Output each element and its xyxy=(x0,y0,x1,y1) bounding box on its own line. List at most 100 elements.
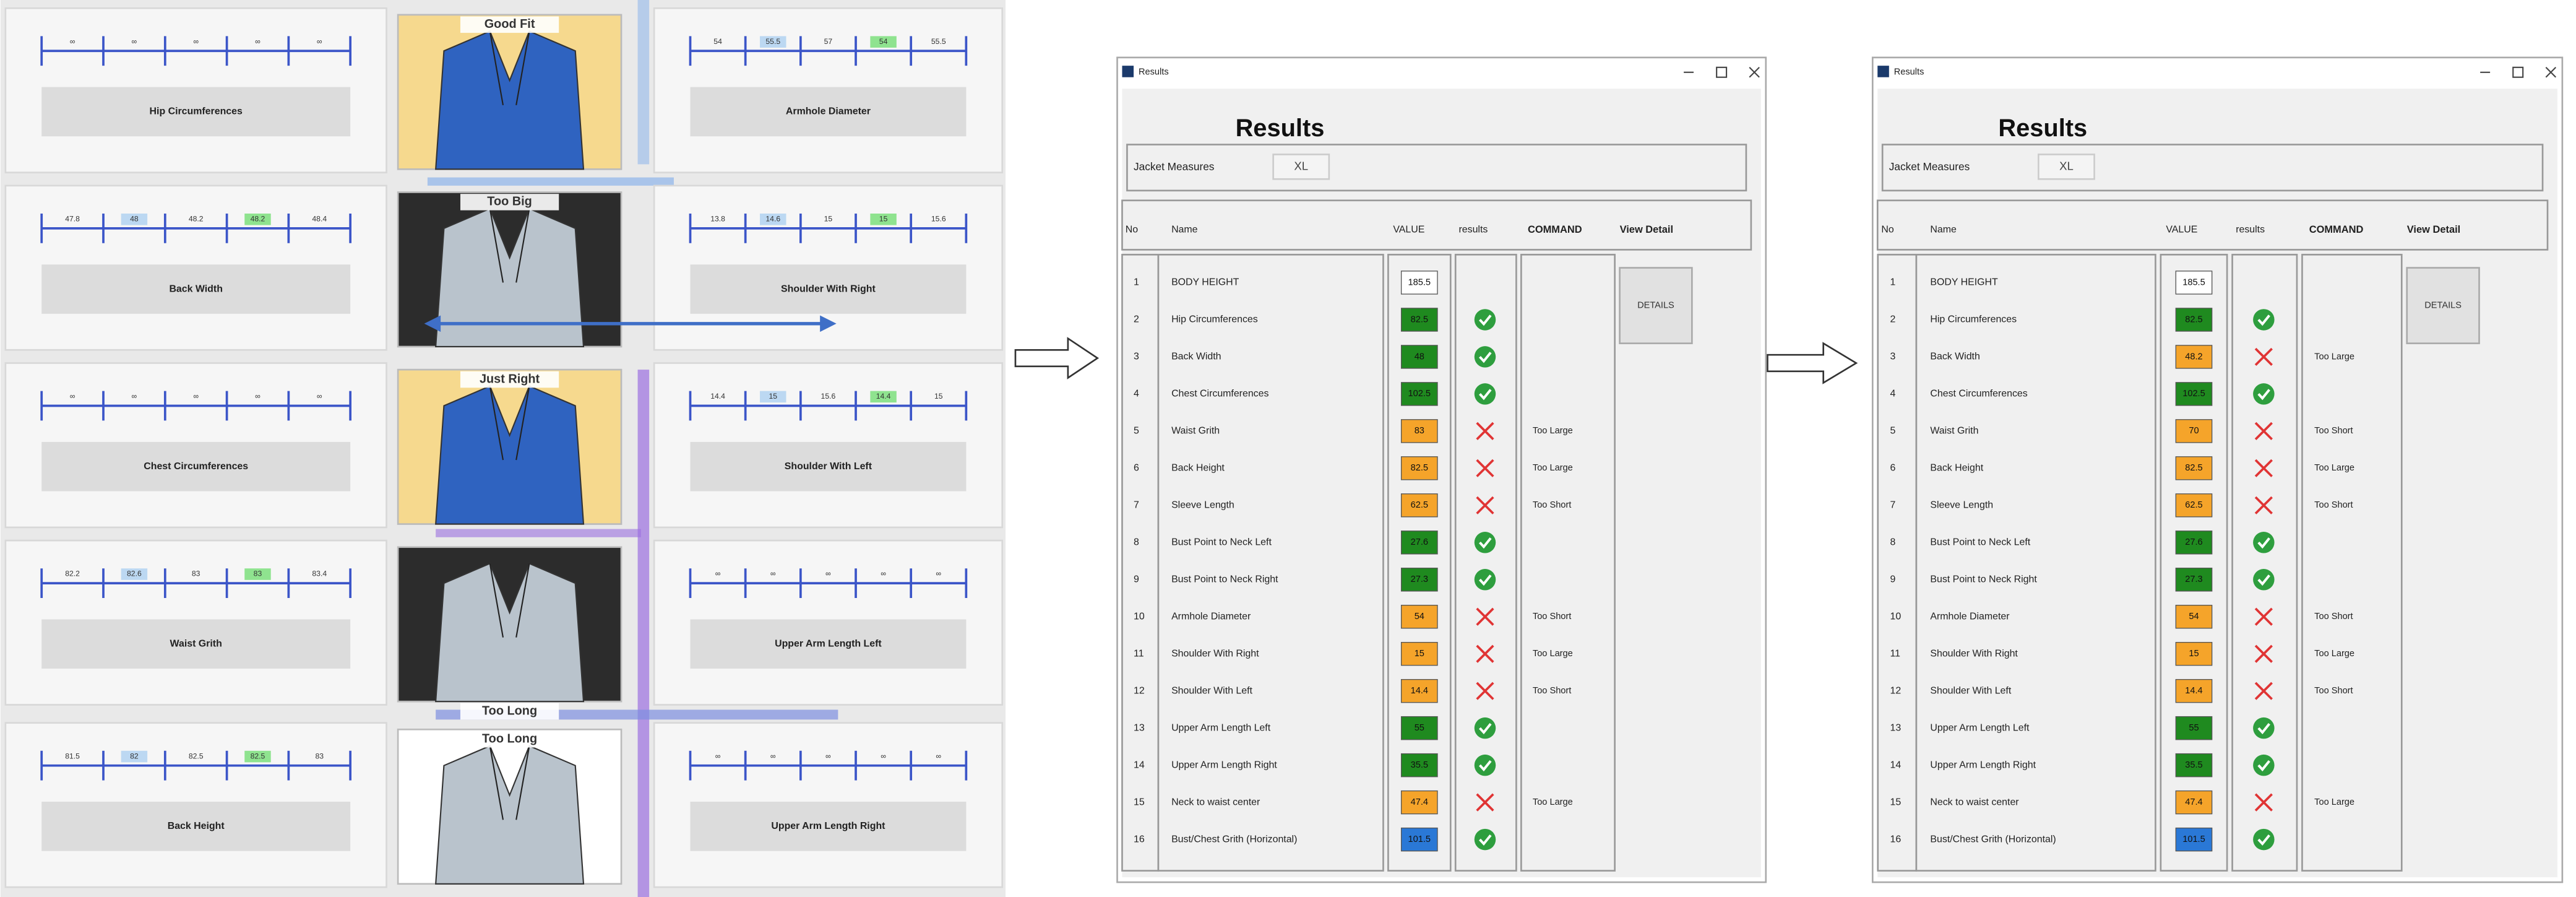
value-box xyxy=(1400,456,1438,480)
value-box xyxy=(1400,531,1438,555)
pass-check xyxy=(2257,834,2270,846)
row-command: Too Large xyxy=(2314,463,2354,473)
row-value: 55 xyxy=(1415,723,1424,733)
row-value: 62.5 xyxy=(2185,500,2202,510)
pass-icon xyxy=(1474,383,1496,405)
value-highlight xyxy=(121,750,148,763)
value-highlight xyxy=(244,568,271,580)
card-label: Back Height xyxy=(168,821,225,831)
row-value: 27.6 xyxy=(2185,537,2202,547)
details-button[interactable] xyxy=(2406,267,2480,344)
pass-icon xyxy=(2253,383,2275,405)
ruler-value: ∞ xyxy=(770,570,776,578)
row-name: Hip Circumferences xyxy=(1930,314,2017,325)
row-name: Upper Arm Length Right xyxy=(1930,760,2036,770)
row-name: Neck to waist center xyxy=(1171,797,1260,807)
row-value: 70 xyxy=(2189,426,2199,436)
fit-caption: Too Long xyxy=(482,704,537,717)
row-value: 48 xyxy=(1415,352,1424,362)
ruler-value: 83 xyxy=(192,570,200,578)
fail-icon xyxy=(1476,459,1494,477)
value-box xyxy=(1400,271,1438,295)
caption-bg xyxy=(460,194,559,210)
pass-icon xyxy=(2253,532,2275,553)
stripe xyxy=(427,177,674,186)
row-command: Too Short xyxy=(1533,500,1571,510)
row-name: Back Width xyxy=(1171,352,1221,362)
column-header: COMMAND xyxy=(1528,224,1582,235)
jacket-lapel xyxy=(489,563,530,638)
column-header: VALUE xyxy=(2166,225,2197,235)
row-name: Hip Circumferences xyxy=(1171,314,1258,325)
value-box xyxy=(1400,753,1438,778)
pass-check xyxy=(2257,389,2270,401)
column-header: Name xyxy=(1930,225,1957,235)
measures-label: Jacket Measures xyxy=(1134,160,1214,173)
caption-bg xyxy=(460,703,559,720)
row-name: Upper Arm Length Left xyxy=(1930,722,2030,733)
pass-icon xyxy=(1474,828,1496,851)
row-command: Too Large xyxy=(2314,797,2354,807)
row-number: 2 xyxy=(1890,314,1895,325)
fail-icon xyxy=(1476,793,1494,812)
value-box xyxy=(1400,678,1438,703)
row-name: Chest Circumferences xyxy=(1171,389,1269,399)
row-number: 12 xyxy=(1890,685,1901,696)
pass-icon xyxy=(2253,717,2275,739)
jacket-lapel xyxy=(489,745,530,820)
row-value: 47.4 xyxy=(2185,797,2202,807)
stripe xyxy=(637,370,650,897)
table-column xyxy=(1915,254,2156,872)
fail-icon xyxy=(2254,347,2273,366)
card-label: Chest Circumferences xyxy=(144,461,248,472)
value-box xyxy=(1400,493,1438,518)
row-command: Too Large xyxy=(1533,649,1573,659)
pass-icon xyxy=(2253,828,2275,851)
size-value: XL xyxy=(2059,159,2074,172)
pass-check xyxy=(1479,352,1492,363)
ruler-value: 15 xyxy=(879,215,888,223)
results-heading: Results xyxy=(1998,115,2087,142)
card-label: Shoulder With Left xyxy=(785,461,872,472)
jacket xyxy=(435,207,585,348)
row-number: 1 xyxy=(1890,277,1895,288)
ruler-value: ∞ xyxy=(881,570,886,578)
measures-group xyxy=(1126,144,1747,192)
row-name: Bust Point to Neck Right xyxy=(1171,574,1278,584)
caption-bg xyxy=(460,730,559,748)
pass-check xyxy=(2257,723,2270,735)
flow-arrow xyxy=(1014,337,1100,379)
arrow-head xyxy=(820,315,837,332)
column-header: View Detail xyxy=(1620,224,1674,235)
ruler-value: ∞ xyxy=(255,392,261,401)
value-box xyxy=(2175,753,2213,778)
close-button xyxy=(1749,67,1760,78)
value-box xyxy=(2175,605,2213,629)
value-highlight xyxy=(870,391,897,403)
row-value: 185.5 xyxy=(2182,277,2205,287)
row-number: 3 xyxy=(1890,352,1895,362)
row-name: Bust/Chest Grith (Horizontal) xyxy=(1171,834,1297,844)
fail-icon xyxy=(1476,496,1494,514)
details-button[interactable] xyxy=(1619,267,1693,344)
fit-caption: Too Big xyxy=(487,195,532,209)
ruler-value: 54 xyxy=(713,37,722,46)
row-number: 4 xyxy=(1134,389,1139,399)
row-number: 13 xyxy=(1890,722,1901,733)
fail-icon xyxy=(1476,682,1494,700)
row-value: 101.5 xyxy=(2182,834,2205,844)
close-button xyxy=(2545,67,2557,78)
row-number: 6 xyxy=(1890,463,1895,474)
ruler-value: 83.4 xyxy=(312,570,327,578)
fail-icon xyxy=(1476,422,1494,440)
jacket xyxy=(435,30,585,170)
jacket-lapel xyxy=(489,208,530,283)
row-number: 13 xyxy=(1134,722,1145,733)
jacket xyxy=(435,385,585,525)
details-button-label: DETAILS xyxy=(2424,300,2462,310)
pass-check xyxy=(1479,760,1492,772)
row-value: 54 xyxy=(2189,612,2199,622)
row-name: Back Height xyxy=(1930,463,1983,474)
